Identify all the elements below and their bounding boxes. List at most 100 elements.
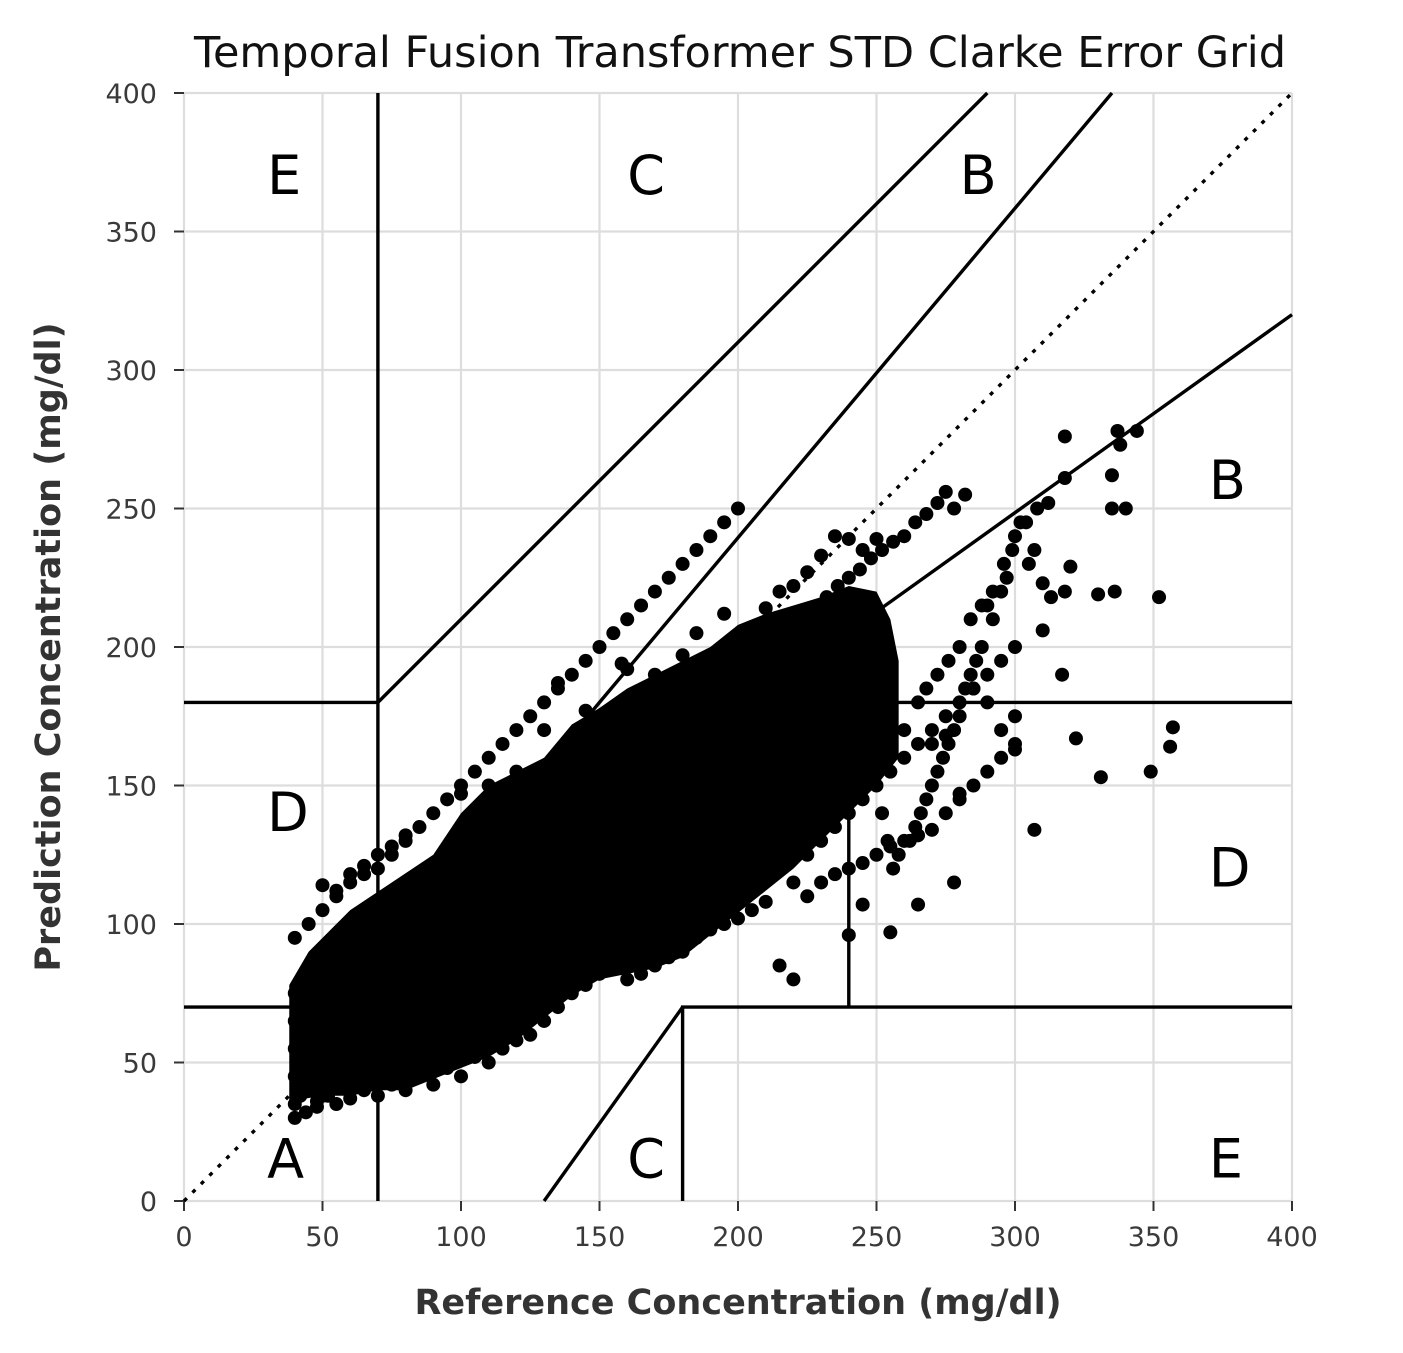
zone-label-a: A [267,1127,304,1190]
data-point [827,529,842,544]
data-point [855,897,870,912]
y-tick-label: 0 [140,1187,157,1218]
y-tick-label: 200 [105,633,157,664]
x-tick-label: 300 [989,1222,1041,1253]
data-point [800,565,815,580]
x-tick-label: 400 [1266,1222,1318,1253]
data-point [1008,529,1022,544]
data-point [963,667,978,682]
data-point [935,750,950,765]
data-point [786,579,801,594]
data-point [952,709,967,724]
zone-boundary [542,1006,684,1202]
data-point [1019,515,1034,530]
data-point [1104,501,1119,516]
data-point [897,723,912,738]
data-point [1008,709,1022,724]
data-point [974,640,989,654]
data-point [1104,468,1119,483]
data-point [911,897,926,912]
data-point [924,736,939,751]
data-point [758,894,773,909]
data-point [938,806,953,821]
data-point [1093,770,1108,785]
zone-label-d: D [1209,837,1251,900]
data-point [1055,667,1070,682]
data-point [454,1069,468,1084]
zone-label-d: D [267,781,309,844]
data-point [800,889,815,904]
data-point [1143,764,1158,779]
data-point [1008,742,1022,757]
data-point [996,556,1011,571]
zone-label-c: C [627,144,665,207]
data-point [329,883,344,898]
data-point [772,958,787,973]
x-tick-label: 150 [574,1222,626,1253]
data-point [1165,720,1180,735]
data-point [902,833,917,848]
data-point [814,875,829,890]
data-point [1068,731,1083,746]
data-point [869,531,884,546]
data-point [647,584,662,599]
data-point [908,515,923,530]
data-point [537,723,552,738]
data-point [966,778,981,793]
scatter-points [287,423,1180,1125]
data-point [994,750,1009,765]
data-point [689,626,704,641]
data-point [564,667,579,682]
data-point [1063,559,1078,574]
data-point [1021,556,1036,571]
data-point [786,972,801,987]
data-point [924,822,939,837]
zone-boundary [847,700,1292,1008]
data-point [913,806,928,821]
data-point [1152,590,1167,605]
data-point [689,543,704,558]
zone-boundaries [182,91,1294,1203]
data-point [958,487,973,502]
data-point [947,501,962,516]
data-point [467,764,482,779]
data-point [875,806,890,821]
x-tick-label: 200 [712,1222,764,1253]
data-point [287,930,302,945]
data-point [969,653,984,668]
data-point [919,792,934,807]
data-point [1091,587,1106,602]
data-point [717,606,732,621]
data-point [620,972,635,987]
data-point [481,1055,496,1070]
data-point [911,736,926,751]
data-point [426,1077,441,1092]
zone-label-e: E [267,144,301,207]
data-point [675,648,690,663]
y-tick-label: 100 [105,910,157,941]
data-point [1110,423,1125,438]
data-point [966,681,981,696]
data-point [930,667,945,682]
data-point [426,806,441,821]
x-tick-label: 50 [305,1222,339,1253]
data-point [1163,739,1178,754]
data-point [454,786,468,801]
data-point [930,495,945,510]
zone-label-b: B [960,144,997,207]
data-point [717,515,732,530]
data-point [703,529,718,544]
y-tick-label: 250 [105,495,157,526]
data-point [298,1105,313,1120]
data-point [1030,501,1045,516]
x-tick-label: 0 [175,1222,192,1253]
data-point [634,598,649,613]
data-point [999,570,1014,585]
data-point [309,1099,324,1114]
data-point [880,833,895,848]
data-point [908,820,923,835]
data-point [509,723,524,738]
data-point [938,484,953,499]
data-point [963,612,978,627]
